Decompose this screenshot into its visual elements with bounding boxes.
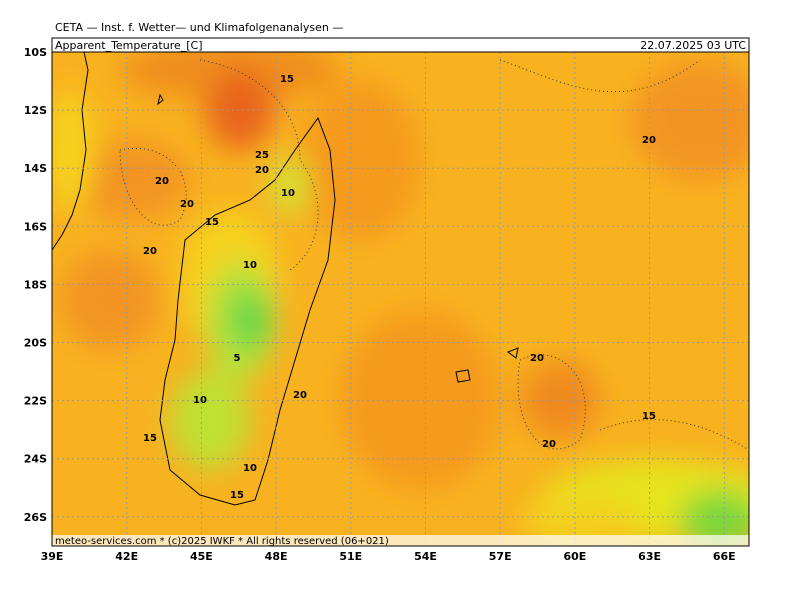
map-frame bbox=[51, 51, 750, 547]
lon-label: 48E bbox=[265, 550, 288, 563]
contour-labels: 15 25 20 10 20 20 15 20 10 5 10 20 15 10 15 20 20 15 20 bbox=[143, 74, 656, 501]
lon-label: 39E bbox=[41, 550, 64, 563]
footer: meteo-services.com * (c)2025 IWKF * All … bbox=[55, 536, 389, 547]
lat-label: 22S bbox=[24, 395, 47, 408]
lon-label: 57E bbox=[489, 550, 512, 563]
lon-label: 54E bbox=[414, 550, 437, 563]
contour-label: 10 bbox=[243, 260, 257, 271]
contour-label: 20 bbox=[155, 176, 169, 187]
header: CETA — Inst. f. Wetter— und Klimafolgena… bbox=[55, 21, 343, 34]
coastlines bbox=[52, 52, 519, 506]
contour-label: 20 bbox=[255, 165, 269, 176]
footer-bg bbox=[52, 535, 749, 546]
graticule bbox=[52, 52, 749, 546]
lon-label: 51E bbox=[339, 550, 362, 563]
contour-label: 10 bbox=[281, 188, 295, 199]
lat-label: 20S bbox=[24, 337, 47, 350]
lat-label: 10S bbox=[24, 46, 47, 59]
contour-label: 20 bbox=[180, 199, 194, 210]
contour-label: 15 bbox=[143, 433, 157, 444]
lat-label: 12S bbox=[24, 104, 47, 117]
map-field: 15 25 20 10 20 20 15 20 10 5 10 20 15 10 15 20 20 15 20 me… bbox=[52, 52, 749, 547]
contours bbox=[119, 59, 749, 451]
contour-label: 5 bbox=[234, 353, 241, 364]
field-blobs bbox=[52, 52, 749, 546]
lon-label: 60E bbox=[563, 550, 586, 563]
contour-label: 20 bbox=[642, 135, 656, 146]
lat-label: 18S bbox=[24, 278, 47, 291]
lat-label: 16S bbox=[24, 220, 47, 233]
lon-label: 42E bbox=[115, 550, 138, 563]
contour-label: 25 bbox=[255, 150, 269, 161]
contour-label: 15 bbox=[205, 217, 219, 228]
contour-label: 10 bbox=[193, 395, 207, 406]
contour-label: 20 bbox=[530, 353, 544, 364]
map-title: Apparent_Temperature_[C] bbox=[55, 39, 203, 52]
contour-label: 10 bbox=[243, 463, 257, 474]
contour-label: 15 bbox=[230, 490, 244, 501]
contour-label: 15 bbox=[280, 74, 294, 85]
contour-label: 15 bbox=[642, 411, 656, 422]
contour-label: 20 bbox=[293, 390, 307, 401]
lat-label: 26S bbox=[24, 511, 47, 524]
lon-label: 45E bbox=[190, 550, 213, 563]
lat-label: 24S bbox=[24, 453, 47, 466]
contour-label: 20 bbox=[143, 246, 157, 257]
lon-label: 66E bbox=[713, 550, 736, 563]
lon-label: 63E bbox=[638, 550, 661, 563]
valid-time: 22.07.2025 03 UTC bbox=[640, 39, 746, 52]
lat-label: 14S bbox=[24, 162, 47, 175]
contour-label: 20 bbox=[542, 439, 556, 450]
